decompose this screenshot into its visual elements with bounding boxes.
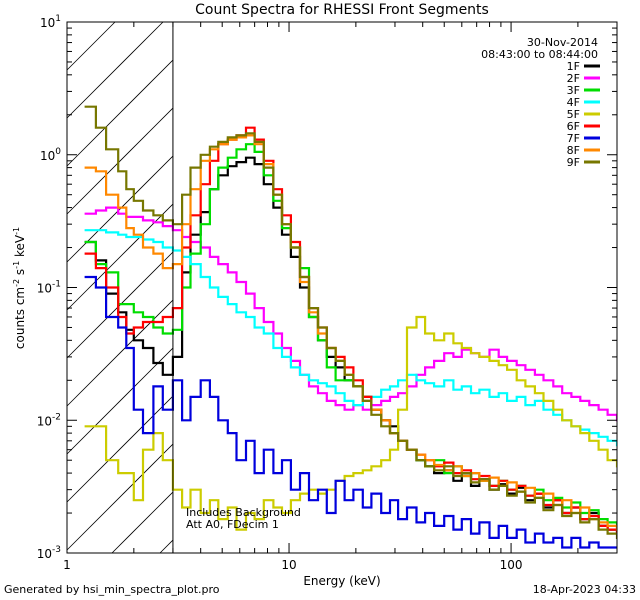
hatch-line xyxy=(66,395,174,503)
legend-label-7F: 7F xyxy=(567,132,580,145)
hatch-line xyxy=(66,21,164,119)
series-9F-line xyxy=(84,105,617,539)
y-axis-ticks: 10-3 10-2 10-1 100 101 xyxy=(37,14,617,561)
hatch-line xyxy=(66,443,174,551)
y-tick-label: 10-2 xyxy=(37,412,61,428)
hatch-line xyxy=(66,107,174,215)
series-4F-line xyxy=(84,229,617,447)
legend-label-6F: 6F xyxy=(567,120,580,133)
plot-frame xyxy=(66,21,618,554)
hatch-line xyxy=(66,299,174,407)
hatch-line xyxy=(111,491,174,554)
x-tick-label: 10 xyxy=(281,558,296,572)
legend-label-1F: 1F xyxy=(567,60,580,73)
legend-label-2F: 2F xyxy=(567,72,580,85)
hatch-line xyxy=(66,347,174,455)
footer-generator: Generated by hsi_min_spectra_plot.pro xyxy=(4,583,220,596)
background-note: Includes Background xyxy=(186,506,301,519)
legend-label-5F: 5F xyxy=(567,108,580,121)
y-tick-label: 10-1 xyxy=(37,280,61,296)
legend-label-8F: 8F xyxy=(567,144,580,157)
series-7F-line xyxy=(84,275,617,549)
hatch-line xyxy=(159,539,174,554)
series-2F-line xyxy=(84,206,617,422)
attenuator-note: Att A0, FDecim 1 xyxy=(186,518,279,531)
series-1F-line xyxy=(84,156,617,535)
x-tick-label: 1 xyxy=(63,558,71,572)
y-tick-label: 101 xyxy=(40,14,61,30)
series-5F-line xyxy=(84,315,617,531)
x-axis-label: Energy (keV) xyxy=(303,574,380,588)
legend-label-4F: 4F xyxy=(567,96,580,109)
series-3F-line xyxy=(84,143,617,531)
hatch-line xyxy=(66,59,174,167)
time-range-label: 08:43:00 to 08:44:00 xyxy=(481,48,598,61)
hatch-line xyxy=(66,203,174,311)
y-tick-label: 10-3 xyxy=(37,545,61,561)
y-axis-label: counts cm-2 s-1 keV-1 xyxy=(12,227,27,349)
chart-title: Count Spectra for RHESSI Front Segments xyxy=(195,2,489,18)
hatch-line xyxy=(66,155,174,263)
footer-date: 18-Apr-2023 04:33 xyxy=(532,583,636,596)
x-tick-label: 100 xyxy=(500,558,523,572)
y-tick-label: 100 xyxy=(40,147,61,163)
series-lines xyxy=(84,105,617,549)
excluded-energy-hatch xyxy=(66,21,174,554)
legend-label-3F: 3F xyxy=(567,84,580,97)
x-axis-ticks: 1 10 100 xyxy=(63,22,618,572)
hatch-line xyxy=(66,21,116,71)
date-label: 30-Nov-2014 xyxy=(527,36,598,49)
legend-label-9F: 9F xyxy=(567,156,580,169)
